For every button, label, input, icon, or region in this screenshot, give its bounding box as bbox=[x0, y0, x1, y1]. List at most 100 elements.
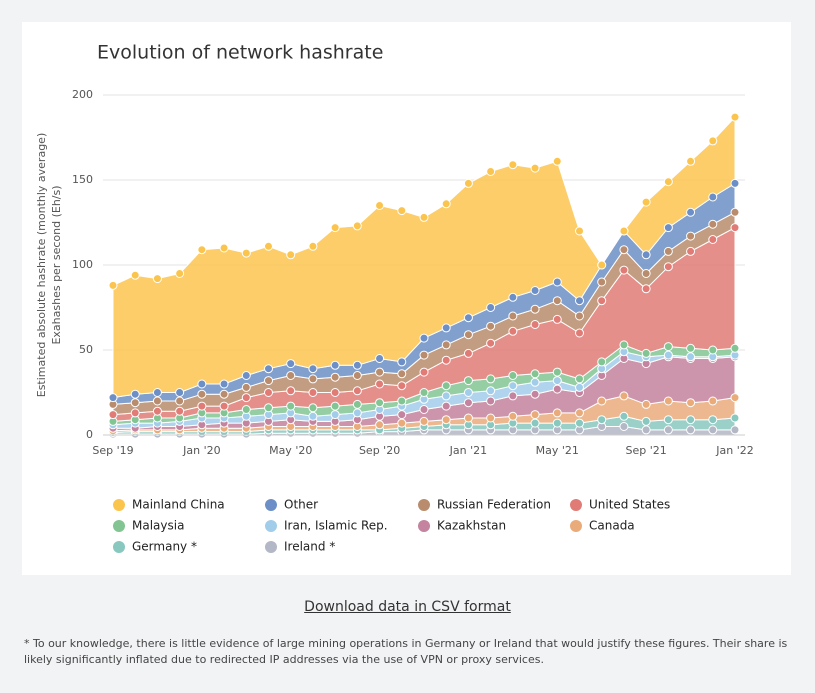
legend-marker[interactable] bbox=[418, 499, 430, 511]
point bbox=[419, 405, 429, 414]
legend-label[interactable]: Ireland * bbox=[284, 540, 335, 554]
point bbox=[619, 226, 629, 236]
point bbox=[330, 401, 340, 411]
point bbox=[686, 231, 696, 241]
point bbox=[152, 274, 162, 284]
point bbox=[308, 411, 318, 421]
legend-marker[interactable] bbox=[418, 520, 430, 532]
legend-label[interactable]: Canada bbox=[589, 519, 635, 533]
point bbox=[530, 418, 540, 428]
point bbox=[486, 303, 496, 312]
point bbox=[352, 360, 362, 370]
point bbox=[552, 418, 562, 428]
legend-label[interactable]: Malaysia bbox=[132, 519, 184, 533]
legend-label[interactable]: Other bbox=[284, 498, 318, 512]
point bbox=[197, 379, 207, 389]
point bbox=[619, 245, 629, 255]
point bbox=[641, 348, 651, 358]
point bbox=[330, 388, 340, 397]
legend-label[interactable]: Iran, Islamic Rep. bbox=[284, 519, 388, 533]
point bbox=[175, 396, 185, 406]
point bbox=[530, 304, 540, 314]
point bbox=[486, 167, 496, 176]
point bbox=[552, 384, 562, 394]
legend-marker[interactable] bbox=[570, 499, 582, 511]
point bbox=[352, 399, 362, 409]
point bbox=[486, 374, 496, 384]
point bbox=[575, 311, 584, 321]
point bbox=[508, 411, 518, 421]
point bbox=[597, 277, 607, 287]
legend-label[interactable]: Russian Federation bbox=[437, 498, 551, 512]
point bbox=[463, 398, 473, 408]
point bbox=[130, 389, 140, 399]
point bbox=[575, 382, 584, 392]
point bbox=[175, 269, 185, 278]
point bbox=[530, 286, 540, 295]
y-tick-label: 100 bbox=[72, 258, 93, 271]
point bbox=[463, 178, 473, 188]
legend-marker[interactable] bbox=[265, 499, 277, 511]
point bbox=[219, 243, 229, 253]
point bbox=[219, 379, 229, 389]
point bbox=[575, 296, 584, 306]
legend-marker[interactable] bbox=[113, 541, 125, 553]
legend-label[interactable]: United States bbox=[589, 498, 670, 512]
point bbox=[197, 245, 207, 255]
point bbox=[152, 396, 162, 406]
point bbox=[575, 418, 584, 428]
point bbox=[619, 265, 629, 275]
point bbox=[308, 388, 318, 397]
y-tick-label: 200 bbox=[72, 88, 93, 101]
point bbox=[730, 207, 740, 217]
point bbox=[375, 367, 385, 377]
point bbox=[708, 136, 718, 146]
point bbox=[486, 338, 496, 348]
legend-marker[interactable] bbox=[113, 499, 125, 511]
legend-marker[interactable] bbox=[570, 520, 582, 532]
legend-label[interactable]: Germany * bbox=[132, 540, 197, 554]
point bbox=[375, 201, 385, 210]
point bbox=[463, 413, 473, 423]
point bbox=[441, 340, 451, 350]
point bbox=[686, 352, 696, 362]
point bbox=[375, 420, 385, 430]
point bbox=[264, 403, 273, 413]
point bbox=[508, 381, 518, 391]
point bbox=[286, 386, 296, 396]
point bbox=[308, 374, 318, 384]
point bbox=[619, 422, 629, 431]
point bbox=[663, 246, 673, 256]
point bbox=[463, 388, 473, 397]
point bbox=[241, 248, 251, 258]
y-axis-title: Exahashes per second (Eh/s) bbox=[50, 185, 63, 344]
csv-link[interactable]: Download data in CSV format bbox=[304, 599, 511, 615]
point bbox=[530, 369, 540, 379]
point bbox=[241, 371, 251, 380]
point bbox=[397, 206, 407, 216]
legend-marker[interactable] bbox=[265, 541, 277, 553]
point bbox=[397, 418, 407, 428]
point bbox=[486, 396, 496, 406]
point bbox=[130, 408, 140, 418]
legend-label[interactable]: Kazakhstan bbox=[437, 519, 506, 533]
point bbox=[352, 408, 362, 418]
point bbox=[708, 192, 718, 202]
point bbox=[552, 408, 562, 418]
y-axis-title: Estimated absolute hashrate (monthly ave… bbox=[35, 133, 48, 398]
legend-marker[interactable] bbox=[113, 520, 125, 532]
chart-title: Evolution of network hashrate bbox=[97, 42, 383, 64]
point bbox=[264, 241, 273, 251]
point bbox=[708, 425, 718, 435]
point bbox=[197, 389, 207, 399]
point bbox=[663, 342, 673, 352]
point bbox=[708, 415, 718, 425]
point bbox=[663, 425, 673, 435]
x-tick-label: Sep '21 bbox=[626, 444, 667, 457]
point bbox=[686, 207, 696, 217]
point bbox=[641, 269, 651, 278]
x-tick-label: Jan '22 bbox=[715, 444, 753, 457]
legend-label[interactable]: Mainland China bbox=[132, 498, 225, 512]
legend-marker[interactable] bbox=[265, 520, 277, 532]
